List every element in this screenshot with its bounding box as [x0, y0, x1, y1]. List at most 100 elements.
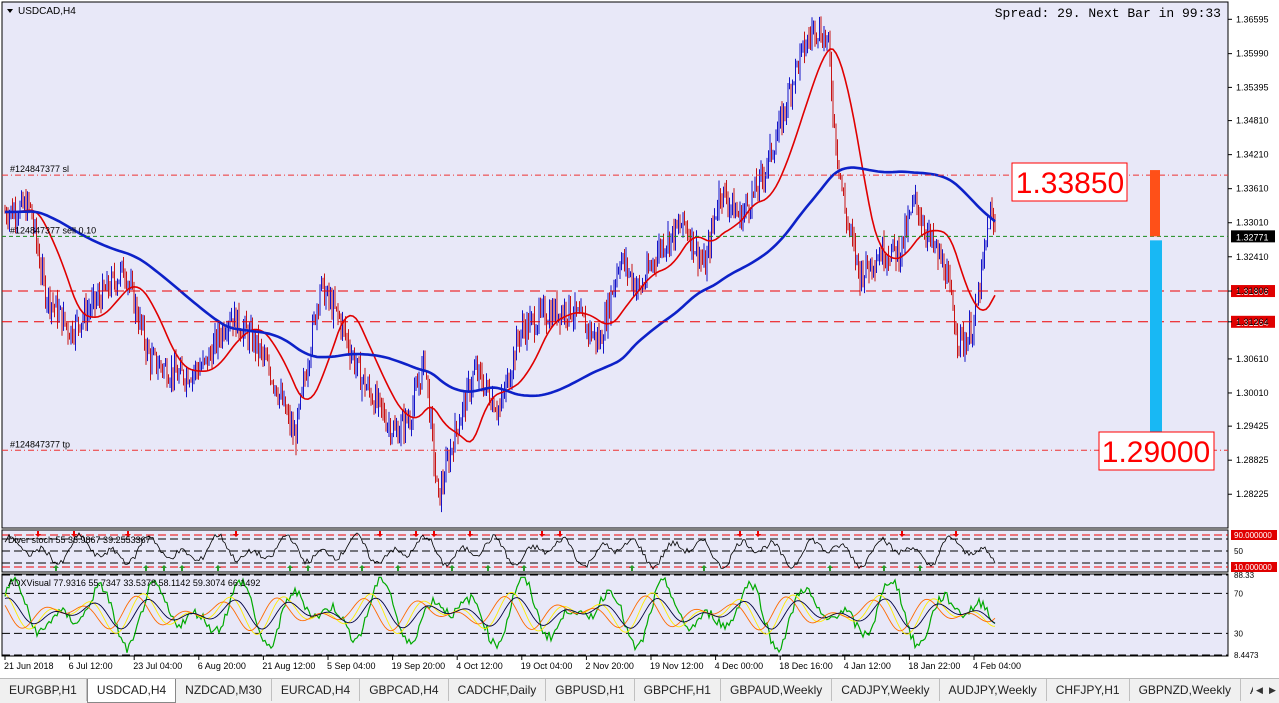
tp-big-label: 1.29000 [1102, 436, 1210, 469]
buy-arrow-icon [827, 565, 833, 571]
time-tick-label: 18 Jan 22:00 [908, 661, 960, 671]
buy-arrow-icon [359, 565, 365, 571]
level-price-tag [1231, 315, 1275, 328]
level-price-tag-text: 1.31264 [1236, 318, 1269, 328]
time-tick-label: 19 Nov 12:00 [650, 661, 704, 671]
tab-gbpnzd-weekly[interactable]: GBPNZD,Weekly [1130, 679, 1242, 701]
adx-indicator-label: ADXVisual 77.9316 55.7347 33.5378 58.114… [8, 578, 260, 588]
price-chart-area[interactable] [1, 1, 1229, 529]
moving-averages [5, 48, 996, 443]
sl-order-label: #124847377 sl [10, 164, 69, 174]
sell-arrow-icon [467, 531, 473, 537]
adx-tick-label: 70 [1234, 589, 1243, 598]
candlestick-series [4, 16, 996, 513]
tab-nzdcad-m30[interactable]: NZDCAD,M30 [176, 679, 272, 701]
time-tick-label: 2 Nov 20:00 [585, 661, 634, 671]
time-tick-label: 21 Aug 12:00 [262, 661, 315, 671]
sell-arrow-icon [125, 531, 131, 537]
adx-panel[interactable] [1, 573, 1229, 657]
adx-tick-label: 88.33 [1234, 571, 1255, 580]
buy-arrow-icon [287, 565, 293, 571]
tab-gbpusd-h1[interactable]: GBPUSD,H1 [546, 679, 635, 701]
tab-scroll-controls: ◀ ▶ [1253, 679, 1279, 701]
slow-moving-average-line [5, 166, 996, 398]
sell-arrow-icon [737, 531, 743, 537]
adx-series-line [4, 576, 996, 654]
level-price-tag [1231, 285, 1275, 298]
chart-tabs-bar: EURGBP,H1 USDCAD,H4 NZDCAD,M30 EURCAD,H4 GBP… [0, 678, 1279, 703]
tab-scroll-right-icon[interactable]: ▶ [1269, 685, 1276, 695]
current-price-tag [1231, 230, 1275, 243]
tab-gbpaud-weekly[interactable]: GBPAUD,Weekly [721, 679, 833, 701]
price-tick-label: 1.29425 [1236, 421, 1269, 431]
chart-menu-triangle-icon[interactable] [7, 9, 13, 13]
tab-gbpcad-h4[interactable]: GBPCAD,H4 [360, 679, 449, 701]
fast-moving-average-line [5, 48, 996, 443]
price-tick-label: 1.34210 [1236, 150, 1269, 160]
sell-arrow-icon [377, 531, 383, 537]
adx-tick-label: 8.4473 [1234, 651, 1259, 660]
sell-arrow-icon [557, 531, 563, 537]
adx-series-line [4, 597, 996, 630]
tab-chfjpy-h1[interactable]: CHFJPY,H1 [1047, 679, 1130, 701]
tab-gbpchf-h1[interactable]: GBPCHF,H1 [635, 679, 721, 701]
buy-arrow-icon [701, 565, 707, 571]
tab-cadjpy-weekly[interactable]: CADJPY,Weekly [832, 679, 940, 701]
tp-order-label: #124847377 tp [10, 439, 70, 449]
time-tick-label: 4 Feb 04:00 [973, 661, 1021, 671]
price-tick-label: 1.28825 [1236, 455, 1269, 465]
tab-cadchf-daily[interactable]: CADCHF,Daily [449, 679, 547, 701]
tab-eurgbp-h1[interactable]: EURGBP,H1 [0, 679, 87, 701]
current-price-tag-text: 1.32771 [1236, 232, 1269, 242]
tab-scroll-left-icon[interactable]: ◀ [1256, 685, 1263, 695]
sell-arrow-icon [899, 531, 905, 537]
time-tick-label: 18 Dec 16:00 [779, 661, 833, 671]
tab-usdcad-h4[interactable]: USDCAD,H4 [86, 679, 177, 703]
chart-window[interactable]: #124847377 sl #124847377 tp #124847377 sel… [0, 0, 1279, 676]
buy-arrow-icon [143, 565, 149, 571]
buy-arrow-icon [917, 565, 923, 571]
price-tick-label: 1.35990 [1236, 49, 1269, 59]
time-tick-label: 6 Aug 20:00 [198, 661, 246, 671]
time-tick-label: 4 Oct 12:00 [456, 661, 503, 671]
sell-order-label: #124847377 sell 0.10 [10, 225, 96, 235]
sell-arrow-icon [233, 531, 239, 537]
sl-label-box [1011, 162, 1128, 202]
price-tick-label: 1.30610 [1236, 354, 1269, 364]
buy-arrow-icon [881, 565, 887, 571]
sell-arrow-icon [413, 531, 419, 537]
time-tick-label: 19 Oct 04:00 [521, 661, 573, 671]
time-tick-label: 23 Jul 04:00 [133, 661, 182, 671]
stoch-level-tag-text: 90.000000 [1234, 531, 1272, 540]
time-tick-label: 6 Jul 12:00 [69, 661, 113, 671]
time-tick-label: 4 Dec 00:00 [715, 661, 764, 671]
stoch-level-tag-text: 10.000000 [1234, 563, 1272, 572]
price-tick-label: 1.28225 [1236, 489, 1269, 499]
sell-arrow-icon [755, 531, 761, 537]
buy-arrow-icon [629, 565, 635, 571]
stoch-level-tag [1231, 562, 1277, 572]
time-tick-label: 19 Sep 20:00 [392, 661, 446, 671]
buy-arrow-icon [305, 565, 311, 571]
tab-eurcad-h4[interactable]: EURCAD,H4 [272, 679, 361, 701]
reward-bar [1150, 240, 1162, 451]
symbol-label: USDCAD,H4 [18, 6, 76, 17]
buy-arrow-icon [53, 565, 59, 571]
price-tick-label: 1.34810 [1236, 116, 1269, 126]
tp-label-box [1098, 431, 1215, 471]
buy-arrow-icon [521, 565, 527, 571]
sell-arrow-icon [431, 531, 437, 537]
buy-arrow-icon [215, 565, 221, 571]
tab-audjpy-weekly[interactable]: AUDJPY,Weekly [940, 679, 1047, 701]
buy-arrow-icon [179, 565, 185, 571]
sell-arrow-icon [953, 531, 959, 537]
risk-bar [1150, 170, 1160, 237]
stoch-level-tag-text: 50 [1234, 547, 1243, 556]
adx-series-line [4, 595, 996, 632]
sell-arrow-icon [71, 531, 77, 537]
spread-text: Spread: 29. Next Bar in 99:33 [995, 6, 1221, 21]
stoch-line [4, 532, 996, 570]
time-tick-label: 21 Jun 2018 [4, 661, 54, 671]
price-tick-label: 1.35395 [1236, 82, 1269, 92]
price-tick-label: 1.33610 [1236, 184, 1269, 194]
